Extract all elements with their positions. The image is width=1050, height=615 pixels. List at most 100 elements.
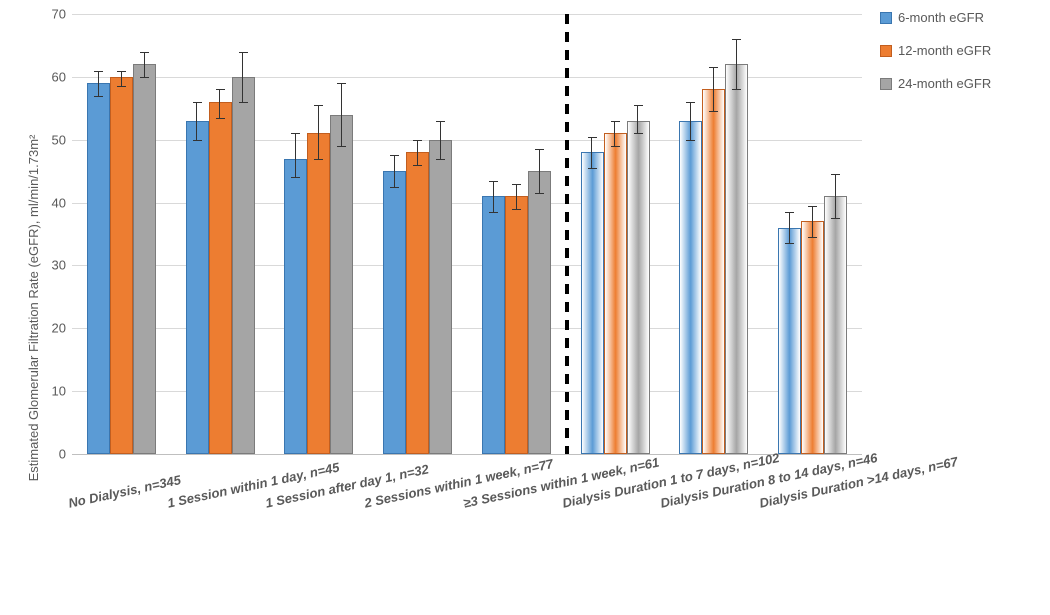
error-bar [690, 102, 691, 140]
bar-m24 [824, 196, 847, 454]
bar-m12 [209, 102, 232, 454]
error-cap [216, 89, 225, 90]
error-bar [295, 133, 296, 177]
error-cap [337, 146, 346, 147]
bar-m24 [133, 64, 156, 454]
bar-m6 [284, 159, 307, 454]
x-category-label: No Dialysis, n=345 [67, 472, 182, 510]
error-cap [785, 243, 794, 244]
error-bar [394, 155, 395, 186]
error-cap [239, 52, 248, 53]
section-divider [564, 14, 570, 454]
error-bar [736, 39, 737, 89]
bar-m12 [702, 89, 725, 454]
error-bar [614, 121, 615, 146]
egfr-bar-chart: Estimated Glomerular Filtration Rate (eG… [0, 0, 1050, 615]
error-cap [808, 237, 817, 238]
error-cap [611, 121, 620, 122]
error-cap [634, 133, 643, 134]
error-bar [539, 149, 540, 193]
error-cap [337, 83, 346, 84]
grid-line [72, 14, 862, 15]
error-cap [216, 118, 225, 119]
error-cap [588, 137, 597, 138]
bar-m24 [232, 77, 255, 454]
error-cap [436, 121, 445, 122]
error-bar [835, 174, 836, 218]
error-cap [732, 89, 741, 90]
error-bar [219, 89, 220, 117]
error-cap [239, 102, 248, 103]
legend-swatch [880, 12, 892, 24]
y-tick-label: 0 [36, 447, 66, 462]
error-bar [144, 52, 145, 77]
y-tick-label: 70 [36, 7, 66, 22]
error-bar [341, 83, 342, 146]
legend-label: 12-month eGFR [898, 43, 991, 58]
error-bar [98, 71, 99, 96]
y-tick-label: 60 [36, 69, 66, 84]
error-cap [709, 111, 718, 112]
error-cap [390, 187, 399, 188]
bar-m12 [110, 77, 133, 454]
error-bar [591, 137, 592, 168]
error-bar [196, 102, 197, 140]
error-cap [413, 165, 422, 166]
error-cap [489, 212, 498, 213]
error-bar [417, 140, 418, 165]
error-cap [686, 140, 695, 141]
legend-item: 12-month eGFR [880, 43, 991, 58]
bar-m24 [528, 171, 551, 454]
error-cap [140, 52, 149, 53]
error-cap [634, 105, 643, 106]
plot-area [72, 14, 862, 455]
error-cap [117, 71, 126, 72]
bar-m6 [87, 83, 110, 454]
error-cap [117, 86, 126, 87]
error-cap [291, 177, 300, 178]
bar-m6 [778, 228, 801, 454]
error-cap [314, 159, 323, 160]
y-tick-label: 50 [36, 132, 66, 147]
y-tick-label: 30 [36, 258, 66, 273]
error-cap [808, 206, 817, 207]
y-tick-label: 40 [36, 195, 66, 210]
legend-item: 6-month eGFR [880, 10, 991, 25]
y-axis-title: Estimated Glomerular Filtration Rate (eG… [26, 134, 41, 481]
y-tick-label: 20 [36, 321, 66, 336]
legend: 6-month eGFR 12-month eGFR 24-month eGFR [880, 10, 991, 109]
legend-item: 24-month eGFR [880, 76, 991, 91]
bar-m12 [604, 133, 627, 454]
error-cap [413, 140, 422, 141]
error-cap [535, 193, 544, 194]
error-bar [242, 52, 243, 102]
bar-m24 [627, 121, 650, 454]
error-cap [291, 133, 300, 134]
bar-m6 [482, 196, 505, 454]
legend-label: 24-month eGFR [898, 76, 991, 91]
error-cap [314, 105, 323, 106]
bar-m12 [406, 152, 429, 454]
error-cap [193, 102, 202, 103]
error-bar [121, 71, 122, 87]
error-cap [535, 149, 544, 150]
error-cap [94, 71, 103, 72]
error-cap [686, 102, 695, 103]
bar-m6 [679, 121, 702, 454]
bar-m24 [429, 140, 452, 454]
error-bar [318, 105, 319, 158]
bar-m12 [801, 221, 824, 454]
bar-m12 [505, 196, 528, 454]
error-cap [588, 168, 597, 169]
legend-swatch [880, 78, 892, 90]
error-cap [785, 212, 794, 213]
error-cap [436, 159, 445, 160]
bar-m6 [581, 152, 604, 454]
error-cap [709, 67, 718, 68]
legend-label: 6-month eGFR [898, 10, 984, 25]
error-bar [516, 184, 517, 209]
error-cap [390, 155, 399, 156]
error-bar [637, 105, 638, 133]
bar-m6 [383, 171, 406, 454]
error-bar [812, 206, 813, 237]
